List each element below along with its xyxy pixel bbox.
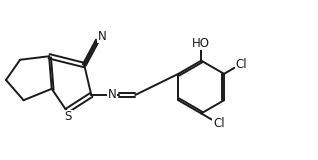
Text: HO: HO (192, 37, 210, 50)
Text: N: N (108, 88, 117, 101)
Text: S: S (65, 110, 72, 123)
Text: Cl: Cl (236, 58, 247, 71)
Text: N: N (97, 30, 106, 43)
Text: Cl: Cl (213, 117, 225, 130)
